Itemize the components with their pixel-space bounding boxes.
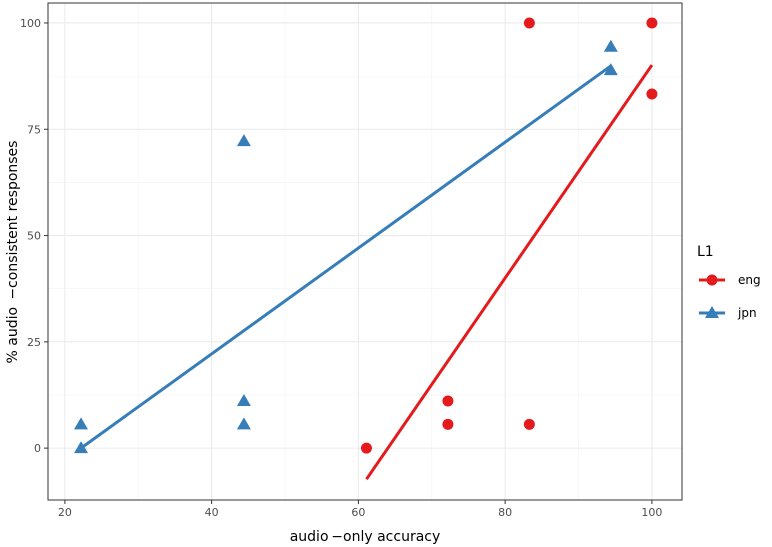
legend-marker-eng	[706, 274, 718, 286]
legend-marker-jpn	[705, 306, 719, 318]
fit-line-eng	[365, 64, 654, 481]
y-tick-label: 75	[27, 123, 41, 136]
legend-title: L1	[697, 244, 714, 260]
legend: L1 eng jpn	[697, 244, 761, 320]
point-eng	[360, 442, 372, 454]
point-eng	[442, 395, 454, 407]
y-tick-label: 50	[27, 230, 41, 243]
point-jpn	[74, 417, 89, 430]
point-jpn	[74, 441, 89, 454]
point-jpn	[236, 134, 251, 147]
y-tick-label: 0	[34, 442, 41, 455]
legend-label-eng: eng	[738, 273, 761, 287]
point-eng	[646, 17, 658, 29]
x-tick-label: 20	[58, 506, 72, 519]
y-axis-label: % audio −consistent responses	[5, 141, 21, 364]
point-jpn	[236, 417, 251, 430]
x-tick-label: 80	[498, 506, 512, 519]
fit-line-jpn	[80, 64, 612, 450]
grid	[48, 3, 682, 500]
point-eng	[646, 88, 658, 100]
point-jpn	[603, 39, 618, 52]
x-tick-label: 40	[205, 506, 219, 519]
x-tick-label: 60	[351, 506, 365, 519]
point-eng	[442, 418, 454, 430]
legend-label-jpn: jpn	[737, 306, 757, 320]
x-axis-label: audio −only accuracy	[290, 529, 441, 545]
fit-lines	[80, 64, 654, 481]
y-tick-label: 25	[27, 336, 41, 349]
panel-border	[47, 2, 683, 501]
y-tick-label: 100	[20, 17, 41, 30]
point-eng	[523, 17, 535, 29]
points	[74, 17, 658, 454]
point-jpn	[603, 63, 618, 76]
point-jpn	[236, 393, 251, 406]
ticks: 20 40 60 80 100 0 25 50 75 100	[20, 17, 662, 519]
x-tick-label: 100	[641, 506, 662, 519]
point-eng	[523, 418, 535, 430]
